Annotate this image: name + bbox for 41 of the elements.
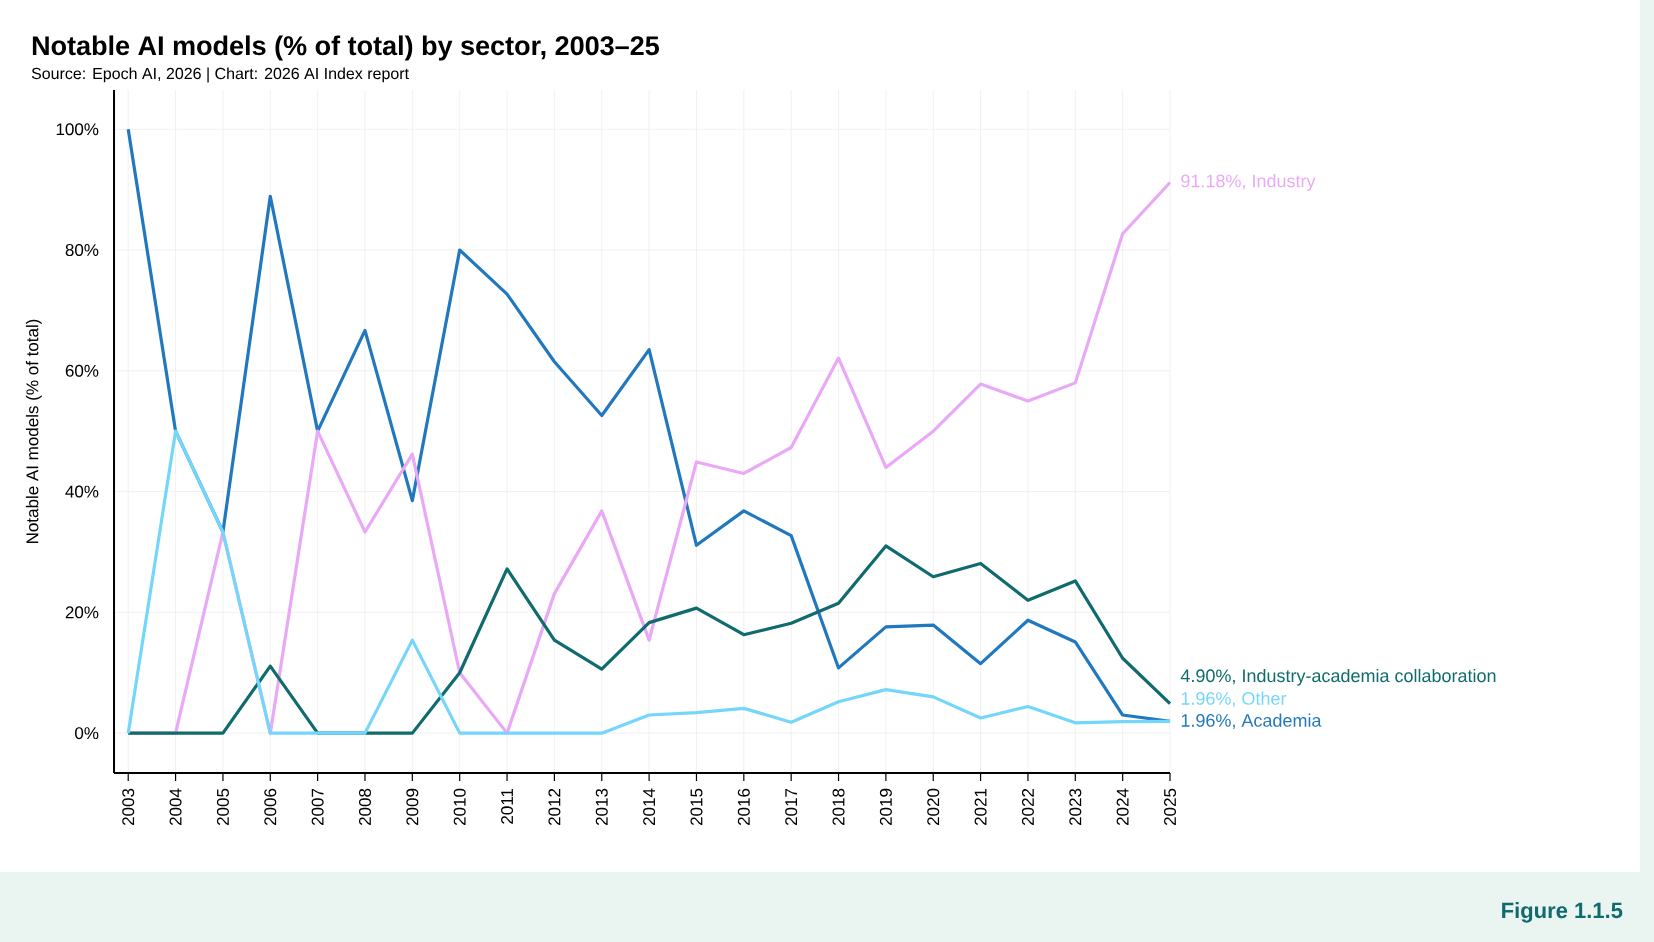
data-label: 1.96%, xyxy=(1181,692,1235,707)
caption: Figure 1.1.5 xyxy=(1502,902,1623,923)
x-tick-label: 2005 xyxy=(216,788,229,826)
text: Academia xyxy=(1241,713,1322,727)
x-tick-label: 2025 xyxy=(1164,788,1177,826)
chart-subtitle: Source: Epoch AI, 2026 | Chart: 2026 AI Index report xyxy=(31,67,409,83)
x-tick-label: 2024 xyxy=(1116,788,1129,826)
x-tick-label: 2022 xyxy=(1021,788,1034,826)
x-tick-label: 2012 xyxy=(548,788,561,826)
y-tick-label: 80% xyxy=(65,244,99,257)
x-tick-label: 2014 xyxy=(643,788,656,826)
x-tick-label: 2019 xyxy=(879,788,892,826)
y-tick-label: 0% xyxy=(75,727,99,740)
text: Industry-academia collaboration xyxy=(1243,668,1496,686)
y-tick-label: 60% xyxy=(65,364,99,377)
x-tick-label: 2013 xyxy=(595,788,608,826)
chart-title: Notable AI models (% of total) by sector, 2003–25 xyxy=(32,35,659,61)
data-label: 4.90%, xyxy=(1180,669,1235,685)
x-tick-label: 2021 xyxy=(974,788,987,826)
x-tick-label: 2020 xyxy=(927,788,940,826)
x-tick-label: 2007 xyxy=(311,788,324,826)
x-tick-label: 2008 xyxy=(358,788,371,826)
x-tick-label: 2011 xyxy=(501,788,514,824)
x-tick-label: 2018 xyxy=(832,788,845,826)
x-tick-label: 2004 xyxy=(169,788,182,826)
text: Other xyxy=(1242,691,1287,705)
y-tick-label: 40% xyxy=(65,485,99,498)
x-tick-label: 2016 xyxy=(737,788,750,826)
y-tick-label: 20% xyxy=(65,606,99,619)
x-tick-label: 2010 xyxy=(453,788,466,826)
x-tick-label: 2009 xyxy=(406,788,419,826)
x-tick-label: 2003 xyxy=(122,788,135,826)
x-tick-label: 2017 xyxy=(785,788,798,826)
y-tick-label: 100% xyxy=(56,123,99,136)
x-tick-label: 2006 xyxy=(264,788,277,826)
data-label: 91.18%, xyxy=(1181,174,1245,190)
x-tick-label: 2015 xyxy=(690,788,703,826)
y-axis-title: Notable AI models (% of total) xyxy=(25,319,42,544)
text: Industry xyxy=(1253,174,1316,191)
x-tick-label: 2023 xyxy=(1069,788,1082,826)
data-label: 1.96%, xyxy=(1181,714,1235,729)
